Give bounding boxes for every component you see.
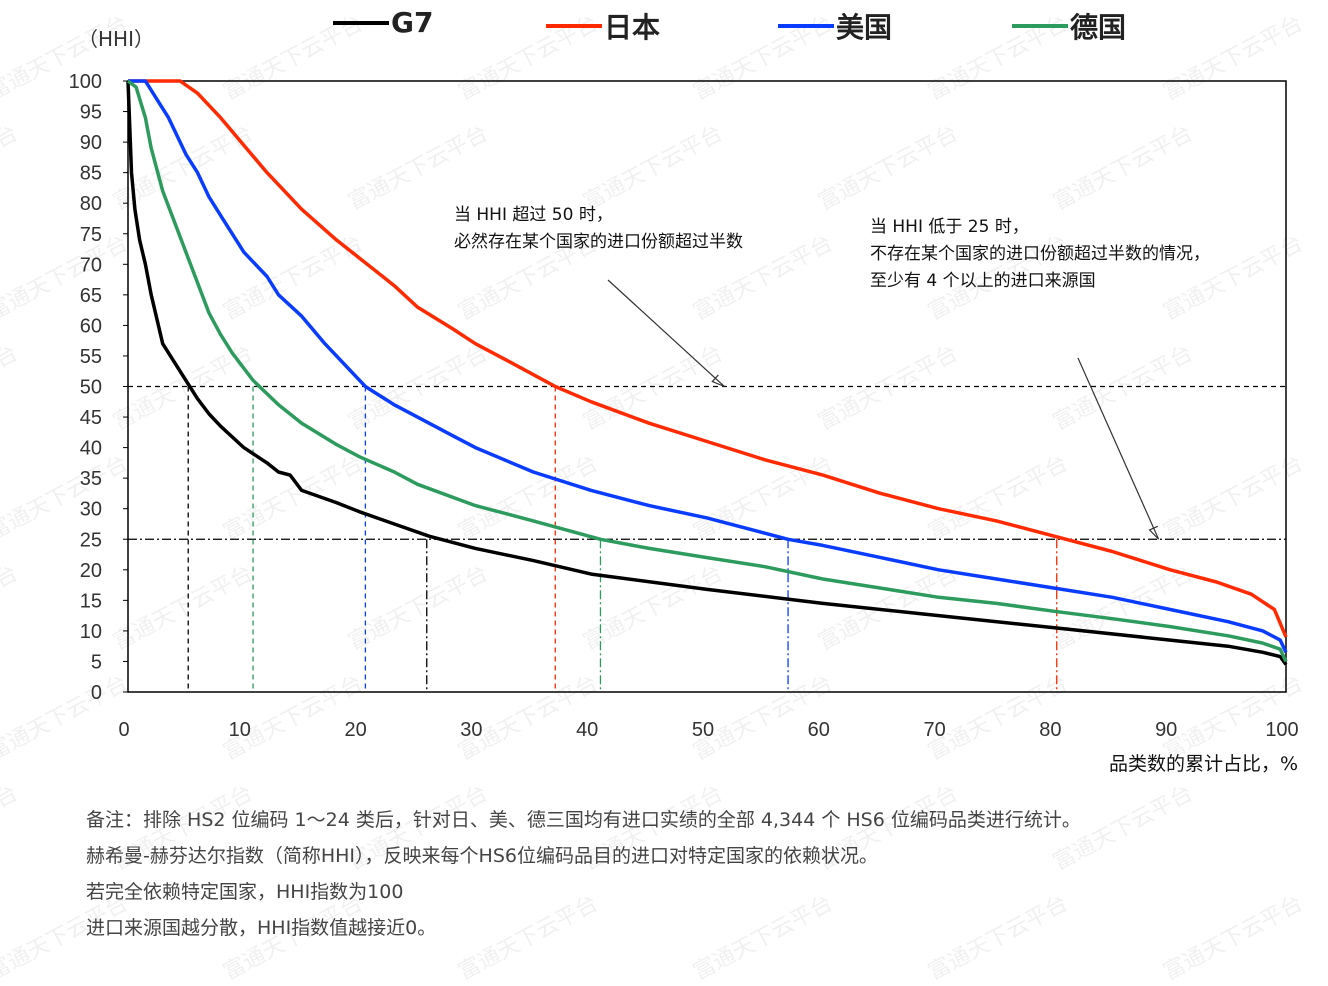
y-tick-label: 60: [80, 315, 102, 337]
y-tick-label: 10: [80, 621, 102, 643]
annotation-line: 必然存在某个国家的进口份额超过半数: [454, 232, 743, 252]
y-tick-label: 75: [80, 224, 102, 246]
annotation-arrowhead: [1148, 525, 1160, 540]
x-tick-label: 100: [1265, 719, 1298, 741]
legend-swatch: [1012, 24, 1068, 28]
x-tick-label: 30: [460, 719, 482, 741]
watermark-text: 富通天下云平台: [0, 781, 23, 876]
y-axis-label: （HHI）: [78, 27, 154, 51]
note-line: 进口来源国越分散，HHI指数值越接近0。: [86, 917, 437, 939]
annotation-below-25: 当 HHI 低于 25 时， 不存在某个国家的进口份额超过半数的情况， 至少有 …: [870, 214, 1210, 295]
legend-swatch: [333, 20, 389, 25]
y-tick-label: 35: [80, 468, 102, 490]
annotation-arrow: [1077, 357, 1160, 540]
annotation-above-50: 当 HHI 超过 50 时， 必然存在某个国家的进口份额超过半数: [454, 202, 743, 256]
legend-label: 德国: [1070, 11, 1127, 44]
series-line-1: [128, 79, 1288, 638]
y-tick-label: 95: [80, 102, 102, 124]
y-tick-label: 70: [80, 254, 102, 276]
y-tick-label: 40: [80, 438, 102, 460]
legend-item-japan: 日本: [546, 6, 660, 46]
y-tick-label: 20: [80, 560, 102, 582]
note-line: 赫希曼-赫芬达尔指数（简称HHI），反映来每个HS6位编码品目的进口对特定国家的…: [86, 845, 878, 867]
x-tick-label: 90: [1155, 719, 1177, 741]
x-tick-label: 50: [692, 719, 714, 741]
y-tick-label: 0: [91, 682, 102, 704]
y-tick-label: 5: [91, 651, 102, 673]
y-tick-label: 85: [80, 163, 102, 185]
x-tick-label: 10: [229, 719, 251, 741]
annotation-arrowhead: [711, 374, 725, 388]
y-tick-label: 65: [80, 285, 102, 307]
annotation-line: 当 HHI 低于 25 时，: [870, 217, 1029, 237]
note-line: 备注：排除 HS2 位编码 1～24 类后，针对日、美、德三国均有进口实绩的全部…: [86, 809, 1081, 831]
legend-item-g7: G7: [333, 6, 433, 39]
y-tick-label: 80: [80, 193, 102, 215]
y-tick-label: 55: [80, 346, 102, 368]
annotation-line: 至少有 4 个以上的进口来源国: [870, 271, 1096, 291]
series-line-3: [126, 79, 1288, 663]
legend-swatch: [546, 24, 602, 28]
x-tick-label: 20: [344, 719, 366, 741]
legend-label: G7: [391, 6, 434, 39]
annotation-line: 当 HHI 超过 50 时，: [454, 205, 613, 225]
annotation-arrow: [607, 279, 725, 387]
y-tick-label: 45: [80, 407, 102, 429]
y-tick-label: 90: [80, 132, 102, 154]
y-tick-label: 50: [80, 377, 102, 399]
y-tick-label: 25: [80, 529, 102, 551]
x-tick-label: 60: [808, 719, 830, 741]
legend-item-usa: 美国: [778, 6, 892, 46]
x-tick-label: 80: [1039, 719, 1061, 741]
x-tick-label: 0: [118, 719, 129, 741]
legend-item-germany: 德国: [1012, 6, 1126, 46]
footnotes: 备注：排除 HS2 位编码 1～24 类后，针对日、美、德三国均有进口实绩的全部…: [86, 802, 1081, 946]
series-line-0: [126, 80, 1288, 666]
x-axis-label: 品类数的累计占比，%: [1109, 753, 1298, 775]
series-line-2: [128, 79, 1288, 654]
y-tick-label: 100: [69, 71, 102, 93]
y-tick-label: 15: [80, 590, 102, 612]
annotation-line: 不存在某个国家的进口份额超过半数的情况，: [870, 244, 1210, 264]
hhi-chart: 0 5 10 15 20 25 30 35 40 45 50 55 60 65 70 75 80 85 90 95 10…: [69, 27, 1299, 775]
legend-swatch: [778, 24, 834, 28]
y-tick-label: 30: [80, 499, 102, 521]
x-tick-label: 70: [923, 719, 945, 741]
watermark-text: 富通天下云平台: [1159, 891, 1308, 986]
legend-label: 美国: [836, 11, 893, 44]
note-line: 若完全依赖特定国家，HHI指数为100: [86, 881, 404, 903]
x-tick-label: 40: [576, 719, 598, 741]
legend-label: 日本: [604, 11, 661, 44]
